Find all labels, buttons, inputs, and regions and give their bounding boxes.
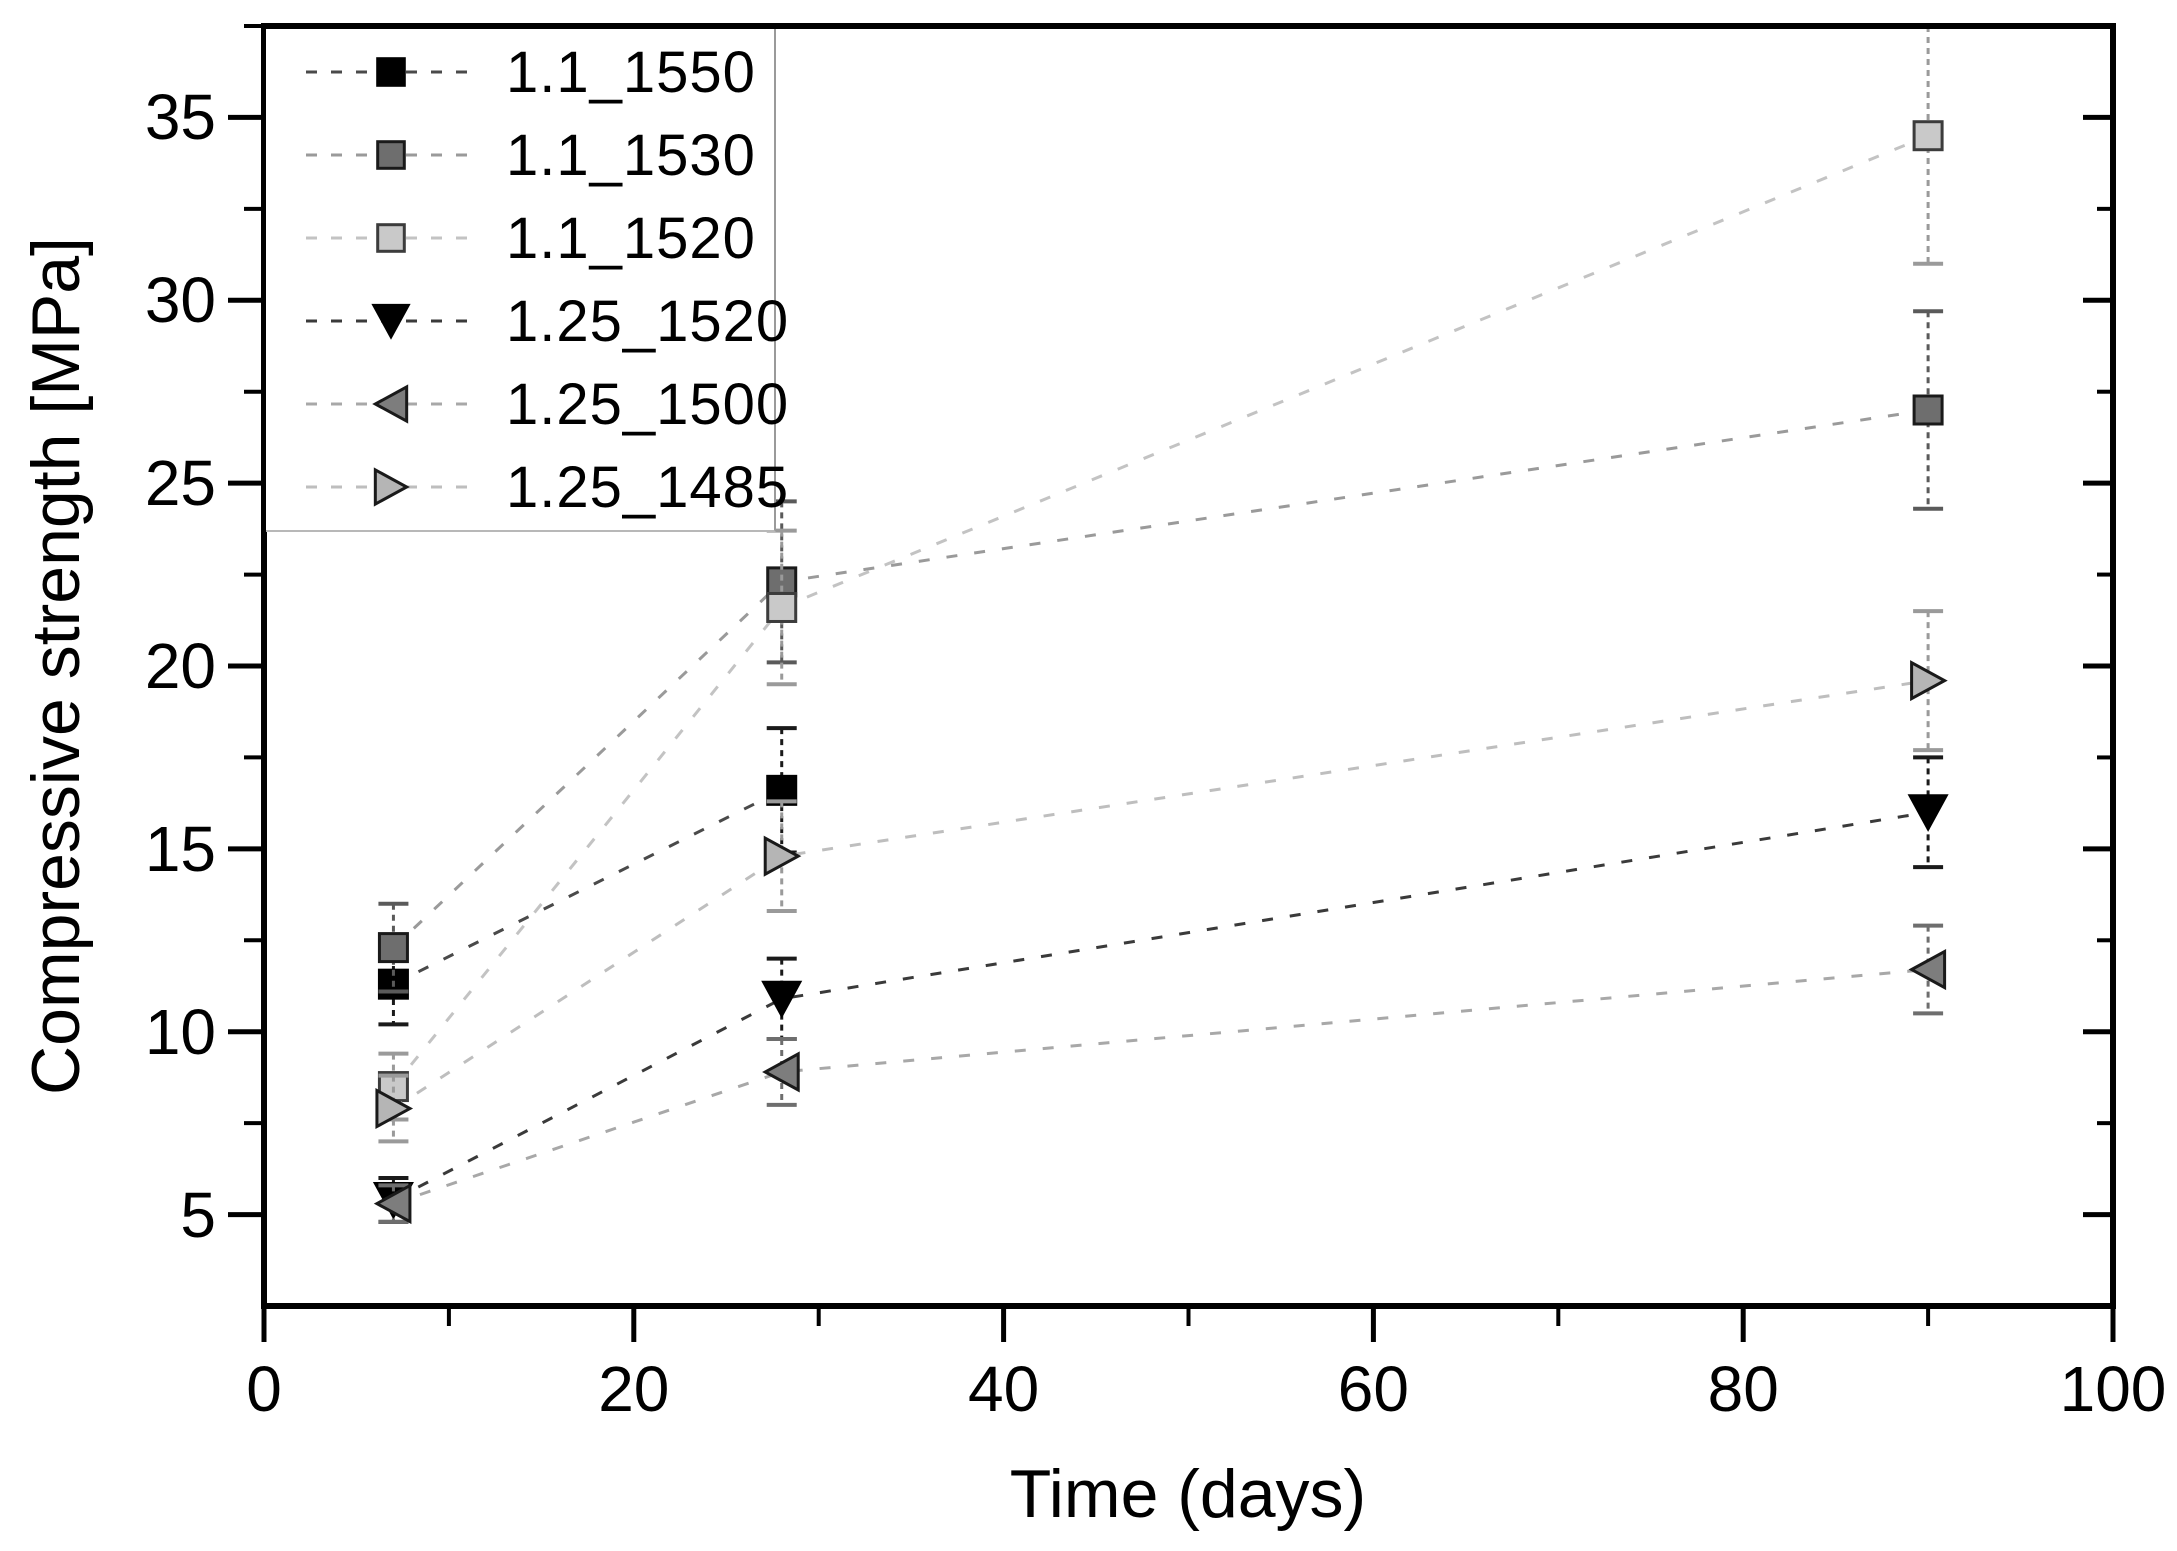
series-layer xyxy=(372,26,1949,1225)
marker-1.25_1500-7d xyxy=(373,1183,412,1225)
legend-label: 1.25_1485 xyxy=(506,454,790,520)
legend-marker-triangle-left-icon xyxy=(306,384,476,424)
legend-marker-triangle-down-icon xyxy=(306,303,476,340)
marker-1.25_1520-28d xyxy=(761,980,803,1019)
x-tick-label-20: 20 xyxy=(598,1353,670,1425)
errorbar-1.25_1485-28d xyxy=(766,799,797,914)
x-tick-label-0: 0 xyxy=(246,1353,282,1425)
legend-marker-square-icon xyxy=(306,57,476,87)
legend-label: 1.1_1550 xyxy=(506,39,756,105)
legend-marker-1.25_1500 xyxy=(372,384,409,424)
y-tick-label-10: 10 xyxy=(144,995,216,1068)
y-tick-label-35: 35 xyxy=(144,81,216,154)
legend-marker-triangle-right-icon xyxy=(306,467,476,507)
errorbar-1.1_1530-90d xyxy=(1913,309,1944,511)
legend-item-1.25_1500: 1.25_1500 xyxy=(266,364,788,444)
y-tick-label-5: 5 xyxy=(180,1178,216,1251)
marker-1.25_1485-7d xyxy=(375,1087,414,1130)
series-1.25_1485 xyxy=(375,609,1948,1144)
errorbar-1.25_1485-7d xyxy=(378,1073,409,1144)
errorbar-1.1_1530-7d xyxy=(378,901,409,994)
legend-marker-1.1_1520 xyxy=(376,223,406,253)
marker-1.25_1485-28d xyxy=(763,835,802,877)
series-1.25_1520 xyxy=(372,755,1949,1224)
legend-item-1.1_1520: 1.1_1520 xyxy=(266,198,774,278)
marker-1.25_1520-90d xyxy=(1907,794,1949,832)
legend-label: 1.25_1520 xyxy=(506,288,790,354)
marker-1.25_1500-28d xyxy=(762,1051,800,1093)
legend-marker-square-icon xyxy=(306,223,476,253)
marker-1.1_1530-90d xyxy=(1912,394,1944,426)
series-line-1.25_1500 xyxy=(392,968,1929,1206)
y-tick-label-20: 20 xyxy=(144,630,216,702)
x-axis-title: Time (days) xyxy=(1009,1456,1367,1532)
marker-1.1_1530-7d xyxy=(377,932,409,964)
legend-item-1.25_1485: 1.25_1485 xyxy=(266,447,788,527)
legend-marker-1.25_1520 xyxy=(371,303,411,340)
errorbar-1.25_1500-28d xyxy=(766,1037,797,1107)
errorbar-1.25_1500-7d xyxy=(378,1183,409,1224)
legend-item-1.25_1520: 1.25_1520 xyxy=(266,281,788,361)
errorbar-1.25_1500-90d xyxy=(1913,923,1944,1016)
legend-marker-1.1_1550 xyxy=(376,57,406,87)
axis-ticks xyxy=(228,24,2116,1342)
errorbar-1.1_1520-90d xyxy=(1913,26,1944,266)
marker-1.1_1520-90d xyxy=(1912,120,1944,152)
series-1.1_1520 xyxy=(377,26,1944,1122)
y-tick-label-30: 30 xyxy=(144,264,216,337)
series-1.25_1500 xyxy=(373,923,1947,1225)
marker-1.25_1485-90d xyxy=(1910,660,1948,702)
x-tick-label-100: 100 xyxy=(2059,1353,2167,1425)
series-1.1_1530 xyxy=(377,309,1944,994)
y-axis-title: Compressive strength [MPa] xyxy=(18,237,94,1095)
y-tick-label-25: 25 xyxy=(144,447,216,520)
series-1.1_1550 xyxy=(377,726,798,1027)
legend-item-1.1_1550: 1.1_1550 xyxy=(266,32,774,112)
legend-marker-square-icon xyxy=(306,140,476,170)
series-line-1.25_1485 xyxy=(392,679,1929,1110)
legend-marker-1.1_1530 xyxy=(376,140,406,170)
legend-label: 1.25_1500 xyxy=(506,371,790,437)
legend-label: 1.1_1520 xyxy=(506,205,756,271)
marker-1.25_1500-90d xyxy=(1908,949,1947,991)
series-line-1.1_1550 xyxy=(392,789,783,986)
marker-1.1_1520-28d xyxy=(766,591,798,623)
x-tick-label-80: 80 xyxy=(1707,1353,1779,1425)
series-line-1.25_1520 xyxy=(392,810,1929,1202)
x-tick-label-40: 40 xyxy=(968,1353,1040,1425)
y-tick-label-15: 15 xyxy=(144,812,216,885)
legend-marker-1.25_1485 xyxy=(373,467,410,507)
legend: 1.1_1550 1.1_1530 1.1_1520 1.25_1520 1.25_15… xyxy=(266,29,788,532)
legend-label: 1.1_1530 xyxy=(506,122,756,188)
legend-item-1.1_1530: 1.1_1530 xyxy=(266,115,774,195)
errorbar-1.25_1520-90d xyxy=(1913,755,1944,870)
x-tick-label-60: 60 xyxy=(1337,1353,1409,1425)
